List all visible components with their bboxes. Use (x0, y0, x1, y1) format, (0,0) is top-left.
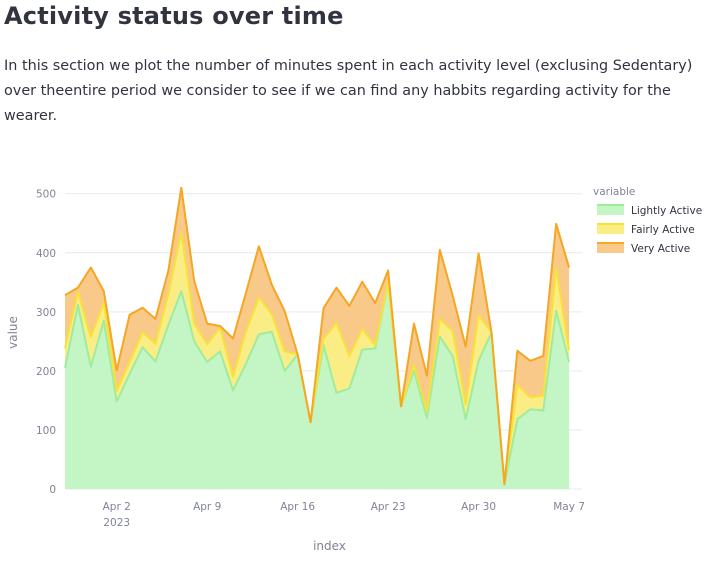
series-lines[interactable] (64, 186, 571, 486)
x-tick-label: Apr 23 (371, 501, 406, 513)
line-very-active[interactable] (64, 186, 571, 486)
legend-title: variable (593, 186, 635, 198)
x-axis-ticks: Apr 2 2023 Apr 9 Apr 16 Apr 23 Apr 30 May 7 (103, 501, 585, 529)
legend-swatch (597, 224, 624, 234)
line-fairly-active[interactable] (64, 231, 571, 486)
y-tick-label: 200 (36, 366, 56, 378)
legend-swatch (597, 205, 624, 215)
x-tick-label: Apr 30 (461, 501, 496, 513)
y-tick-label: 0 (49, 484, 56, 496)
legend-label: Lightly Active (631, 205, 702, 217)
x-tick-label: Apr 9 (193, 501, 221, 513)
x-tick-label: May 7 (553, 501, 585, 513)
section-description: In this section we plot the number of mi… (4, 58, 693, 124)
legend-label: Very Active (631, 243, 690, 255)
legend: variable Lightly Active Fairly Active Very… (593, 186, 702, 255)
legend-item[interactable]: Lightly Active (597, 204, 702, 217)
x-tick-label: Apr 16 (280, 501, 315, 513)
x-tick-sublabel: 2023 (103, 517, 130, 529)
y-tick-label: 400 (36, 248, 56, 260)
x-tick-label: Apr 2 (103, 501, 131, 513)
y-axis-title: value (6, 316, 20, 349)
y-tick-label: 100 (36, 425, 56, 437)
legend-swatch (597, 243, 624, 253)
y-axis-ticks: 0 100 200 300 400 500 (36, 189, 56, 496)
y-tick-label: 300 (36, 307, 56, 319)
x-axis-title: index (313, 539, 346, 553)
y-tick-label: 500 (36, 189, 56, 201)
legend-label: Fairly Active (631, 224, 695, 236)
legend-item[interactable]: Fairly Active (597, 223, 695, 236)
section-title: Activity status over time (4, 2, 344, 30)
legend-item[interactable]: Very Active (597, 242, 690, 255)
